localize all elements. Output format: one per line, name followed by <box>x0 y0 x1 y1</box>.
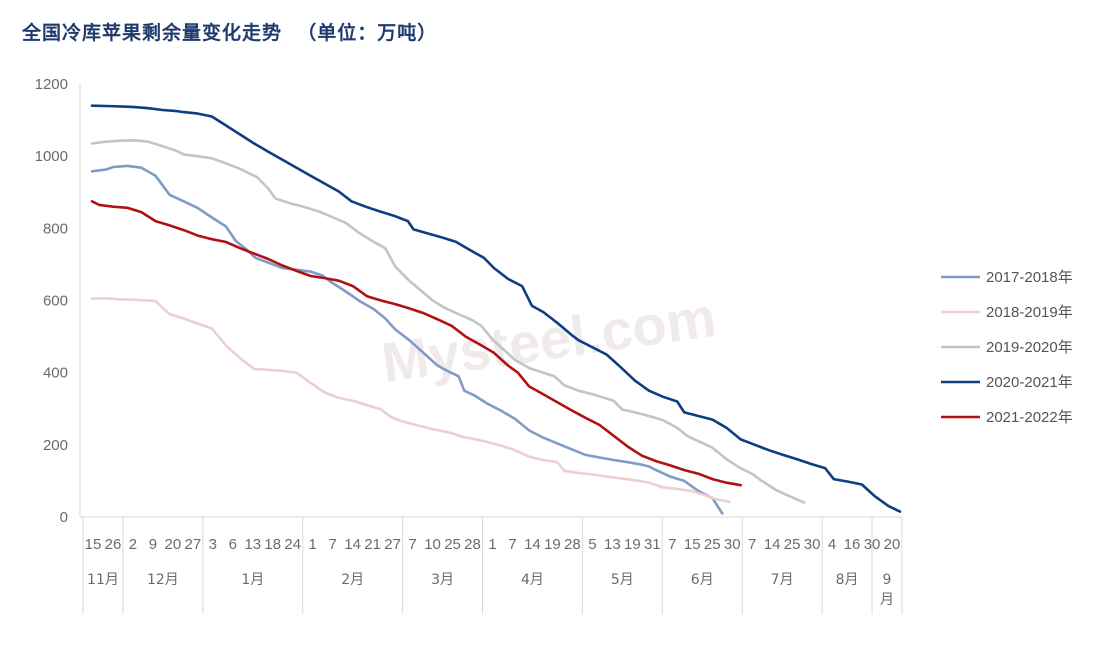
x-tick-label: 21 <box>364 536 381 553</box>
x-tick-label: 13 <box>244 536 261 553</box>
y-tick-label: 1200 <box>35 76 68 93</box>
month-label: 11月 <box>87 572 119 588</box>
month-label: 12月 <box>147 572 179 588</box>
legend-label: 2021-2022年 <box>986 409 1073 426</box>
x-tick-label: 2 <box>129 536 137 553</box>
x-tick-label: 24 <box>284 536 301 553</box>
x-tick-label: 9 <box>149 536 157 553</box>
series-line-2021-2022年 <box>90 200 742 487</box>
x-tick-label: 7 <box>408 536 416 553</box>
y-tick-label: 0 <box>60 509 68 526</box>
x-tick-label: 5 <box>588 536 596 553</box>
x-tick-label: 15 <box>684 536 701 553</box>
x-tick-label: 18 <box>264 536 281 553</box>
month-label: 2月 <box>341 572 364 588</box>
legend: 2017-2018年 2018-2019年 2019-2020年 2020-2021年… <box>941 269 1073 426</box>
y-tick-label: 600 <box>43 293 68 310</box>
month-label: 1月 <box>241 572 264 588</box>
x-tick-label: 13 <box>604 536 621 553</box>
series-line-2019-2020年 <box>90 139 806 504</box>
x-tick-label: 19 <box>624 536 641 553</box>
x-tick-label: 14 <box>764 536 781 553</box>
x-tick-label: 30 <box>724 536 741 553</box>
month-label: 4月 <box>521 572 544 588</box>
x-tick-label: 20 <box>165 536 182 553</box>
month-label: 6月 <box>691 572 714 588</box>
x-tick-label: 4 <box>828 536 836 553</box>
x-tick-label: 25 <box>444 536 461 553</box>
x-tick-label: 26 <box>105 536 122 553</box>
x-tick-label: 27 <box>384 536 401 553</box>
x-tick-label: 20 <box>884 536 901 553</box>
series-lines <box>90 104 902 515</box>
month-label: 5月 <box>611 572 634 588</box>
x-tick-label: 28 <box>564 536 581 553</box>
y-tick-label: 800 <box>43 220 68 237</box>
x-tick-label: 30 <box>804 536 821 553</box>
watermark: Mysteel.com <box>378 285 720 394</box>
x-tick-label: 19 <box>544 536 561 553</box>
x-tick-label: 25 <box>704 536 721 553</box>
x-tick-label: 1 <box>309 536 317 553</box>
x-tick-label: 31 <box>644 536 661 553</box>
x-tick-label: 7 <box>329 536 337 553</box>
x-tick-label: 3 <box>209 536 217 553</box>
x-tick-label: 27 <box>185 536 202 553</box>
legend-label: 2017-2018年 <box>986 269 1073 286</box>
legend-label: 2019-2020年 <box>986 339 1073 356</box>
legend-label: 2020-2021年 <box>986 374 1073 391</box>
x-tick-label: 14 <box>344 536 361 553</box>
x-tick-label: 10 <box>424 536 441 553</box>
x-tick-label: 28 <box>464 536 481 553</box>
x-tick-label: 7 <box>748 536 756 553</box>
x-tick-label: 14 <box>524 536 541 553</box>
series-line-2020-2021年 <box>90 104 902 513</box>
x-tick-label: 16 <box>844 536 861 553</box>
x-tick-label: 25 <box>784 536 801 553</box>
x-tick-label: 7 <box>508 536 516 553</box>
x-tick-label: 7 <box>668 536 676 553</box>
x-tick-label: 6 <box>229 536 237 553</box>
month-label: 3月 <box>431 572 454 588</box>
month-label: 8月 <box>836 572 859 588</box>
x-tick-label: 15 <box>85 536 102 553</box>
series-line-2018-2019年 <box>90 297 731 504</box>
chart-title: 全国冷库苹果剩余量变化走势 （单位：万吨） <box>22 22 438 44</box>
y-tick-label: 400 <box>43 365 68 382</box>
y-tick-label: 200 <box>43 437 68 454</box>
series-line-2017-2018年 <box>90 164 724 515</box>
month-label: 7月 <box>771 572 794 588</box>
y-tick-label: 1000 <box>35 148 68 165</box>
legend-label: 2018-2019年 <box>986 304 1073 321</box>
x-tick-label: 1 <box>488 536 496 553</box>
